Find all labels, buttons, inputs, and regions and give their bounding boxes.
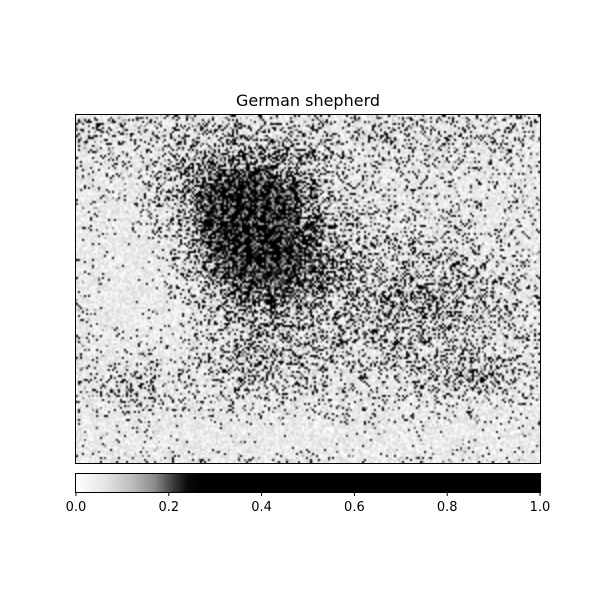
- colorbar-tick-label: 0.8: [437, 500, 458, 515]
- chart-title: German shepherd: [236, 91, 380, 110]
- colorbar-tick-label: 0.6: [344, 500, 365, 515]
- heatmap-image: [76, 115, 540, 463]
- colorbar-frame: [75, 473, 541, 493]
- colorbar-tick-label: 1.0: [530, 500, 551, 515]
- heatmap-frame: [75, 114, 541, 464]
- colorbar-tick-label: 0.0: [66, 500, 87, 515]
- colorbar-tick-label: 0.2: [158, 500, 179, 515]
- heatmap: [75, 114, 541, 464]
- colorbar-tick-label: 0.4: [251, 500, 272, 515]
- colorbar-ticks: 0.0 0.2 0.4 0.6 0.8 1.0: [66, 492, 551, 515]
- colorbar-bar: [76, 474, 540, 492]
- colorbar: 0.0 0.2 0.4 0.6 0.8 1.0: [66, 473, 551, 515]
